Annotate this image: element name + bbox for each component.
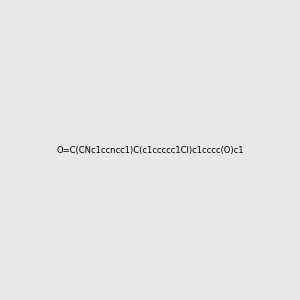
Text: O=C(CNc1ccncc1)C(c1ccccc1Cl)c1cccc(O)c1: O=C(CNc1ccncc1)C(c1ccccc1Cl)c1cccc(O)c1 [56, 146, 244, 154]
